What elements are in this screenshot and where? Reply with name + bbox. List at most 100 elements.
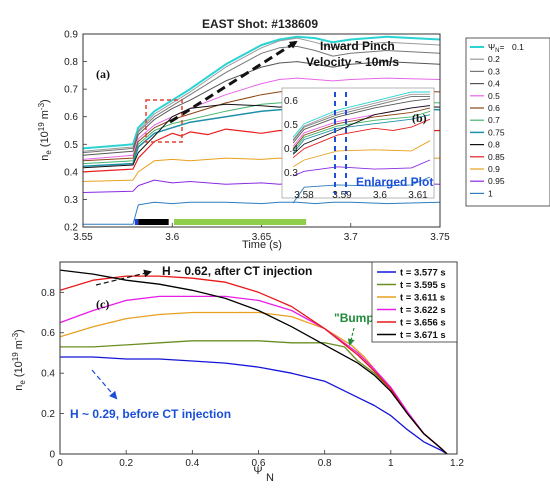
legend-entry-psi-1: 1 — [488, 188, 493, 198]
panel-c-xtick-label: 1 — [388, 458, 394, 469]
inset-xtick-label: 3.6 — [373, 190, 387, 201]
panel-a-xtick-label: 3.65 — [252, 232, 272, 243]
panel-a-ticks: 3.55 3.6 3.65 3.7 3.75 0.2 0.3 0.4 0.5 0.6 0.7 0.8 0… — [64, 30, 450, 244]
legend-entry-psi-0-1: 0.1 — [512, 42, 524, 52]
panel-c: 0 0.2 0.4 0.6 0.8 1 1.2 0 0.2 0.4 0.6 0.8 (c) Ψ N n… — [11, 261, 464, 484]
zoom-region-box — [145, 99, 183, 143]
inset-series-line — [292, 114, 431, 154]
inset-ticks: 3.58 3.59 3.6 3.61 0.6 0.5 0.4 0.3 — [284, 96, 428, 201]
series-line-psi-1 — [83, 201, 440, 225]
legend-entry-psi-0-6: 0.6 — [488, 103, 500, 113]
after-ct-arrow — [95, 269, 152, 286]
panel-c-xtick-label: 0 — [57, 458, 63, 469]
panel-c-ytick-label: 0.2 — [41, 409, 55, 420]
inset-series-line — [292, 159, 431, 177]
panel-a-ytick-label: 0.4 — [64, 167, 78, 178]
legend-entry-t-3-671-s: t = 3.671 s — [400, 330, 446, 341]
panel-c-ytick-label: 0.4 — [41, 369, 55, 380]
inset-ytick-label: 0.4 — [284, 144, 298, 155]
panel-c-label: (c) — [96, 297, 109, 311]
inset-caption: Enlarged Plot — [356, 175, 433, 189]
legend-entry-psi-0-85: 0.85 — [488, 152, 505, 162]
panel-a-ytick-label: 0.3 — [64, 195, 78, 206]
inset-series-line — [292, 105, 431, 155]
bump-label: "Bump" — [334, 311, 379, 325]
panel-a-xtick-label: 3.55 — [73, 232, 93, 243]
panel-a-frame — [82, 33, 441, 228]
panel-c-xlabel: Ψ N — [253, 465, 274, 484]
inset-series-line — [292, 98, 431, 144]
panel-a-timing-bar — [134, 219, 307, 225]
panel-a-ytick-label: 0.5 — [64, 140, 78, 151]
panel-a-ytick-label: 0.8 — [64, 57, 78, 68]
panel-a-xtick-label: 3.75 — [430, 232, 450, 243]
inward-pinch-label: Inward Pinch — [320, 39, 395, 53]
legend-entry-t-3-622-s: t = 3.622 s — [400, 305, 446, 316]
series-line-psi-0-4 — [83, 61, 440, 156]
panel-a-xtick-label: 3.6 — [165, 232, 179, 243]
legend-entry-psi-0-8: 0.8 — [488, 140, 500, 150]
panel-c-xtick-label: 1.2 — [450, 458, 464, 469]
profile-line-t-3-671-s — [60, 269, 448, 454]
inset-series-line — [292, 118, 431, 159]
panel-c-xtick-label: 0.4 — [185, 458, 199, 469]
panel-c-xtick-label: 0.6 — [252, 458, 266, 469]
inset-xtick-label: 3.59 — [332, 190, 352, 201]
inset-series-line — [292, 107, 431, 149]
inset-series-line — [292, 176, 431, 204]
panel-a-xtick-label: 3.7 — [344, 232, 358, 243]
legend-entry-t-3-656-s: t = 3.656 s — [400, 318, 446, 329]
panel-a-label: (a) — [96, 67, 110, 81]
inset-xtick-label: 3.58 — [294, 190, 314, 201]
timing-bar-segment — [134, 219, 139, 225]
before-ct-label: H ~ 0.29, before CT injection — [70, 407, 231, 421]
legend-entry-psi-0-95: 0.95 — [488, 176, 505, 186]
panel-a-ytick-label: 0.7 — [64, 85, 78, 96]
panel-a-ylabel: ne (1019 m-3) — [37, 99, 53, 160]
panel-a-ytick-label: 0.2 — [64, 223, 78, 234]
legend-entry-psi-0-4: 0.4 — [488, 79, 500, 89]
panel-c-ytick-label: 0.6 — [41, 328, 55, 339]
panel-c-ytick-label: 0.8 — [41, 288, 55, 299]
inset-panel-b: (b) Enlarged Plot 3.58 3.59 3.6 3.61 0.6 0.5 0… — [281, 87, 435, 204]
series-line-psi-0-2 — [83, 37, 440, 152]
panel-c-xtick-label: 0.2 — [119, 458, 133, 469]
legend-entry-t-3-611-s: t = 3.611 s — [400, 293, 445, 304]
legend-entry-psi-0-9: 0.9 — [488, 164, 500, 174]
inward-pinch-velocity-label: Velocity ~ 10m/s — [306, 55, 399, 69]
panel-c-xtick-label: 0.8 — [318, 458, 332, 469]
series-line-psi-0-3 — [83, 45, 440, 154]
series-line-psi-0-5 — [83, 77, 440, 160]
panel-c-ytick-label: 0 — [49, 450, 55, 461]
inset-ytick-label: 0.6 — [284, 96, 298, 107]
legend-entry-psi-0-2: 0.2 — [488, 54, 500, 64]
before-ct-arrow — [91, 369, 118, 400]
svg-text:Ψ: Ψ — [253, 465, 262, 477]
inset-series-line — [292, 93, 430, 140]
inset-series-line — [292, 140, 431, 168]
legend-entry-t-3-577-s: t = 3.577 s — [400, 268, 446, 279]
panel-a-ytick-label: 0.6 — [64, 112, 78, 123]
legend-entry-psi-0-5: 0.5 — [488, 91, 500, 101]
legend-entry-psi-0-3: 0.3 — [488, 66, 500, 76]
legend-entry-psi-0-75: 0.75 — [488, 127, 505, 137]
panel-c-legend: t = 3.577 st = 3.595 st = 3.611 st = 3.6… — [371, 261, 458, 343]
after-ct-label: H ~ 0.62, after CT injection — [162, 264, 312, 278]
panel-c-frame — [59, 261, 458, 455]
panel-a-xlabel: Time (s) — [242, 239, 282, 251]
bump-arrow — [347, 327, 355, 346]
chart-title: EAST Shot: #138609 — [202, 17, 318, 31]
legend-title: ΨN= — [488, 42, 504, 54]
panel-c-ylabel: ne (1019 m-3) — [11, 329, 27, 390]
timing-bar-segment — [174, 219, 307, 225]
svg-text:ne (1019 m-3): ne (1019 m-3) — [37, 99, 53, 160]
inset-ytick-label: 0.5 — [284, 120, 298, 131]
panel-a-legend-box — [465, 37, 550, 207]
panel-c-ticks: 0 0.2 0.4 0.6 0.8 1 1.2 0 0.2 0.4 0.6 0.8 — [41, 288, 464, 469]
panel-a-legend: ΨN= 0.1 0.2 0.3 0.4 0.5 0.6 0.7 0.75 0.8 0.85 0.9 0.… — [465, 37, 550, 207]
inset-panel-label: (b) — [412, 111, 427, 125]
legend-entry-psi-0-7: 0.7 — [488, 115, 500, 125]
panel-c-legend-box — [371, 261, 458, 343]
inset-lines — [292, 91, 431, 204]
